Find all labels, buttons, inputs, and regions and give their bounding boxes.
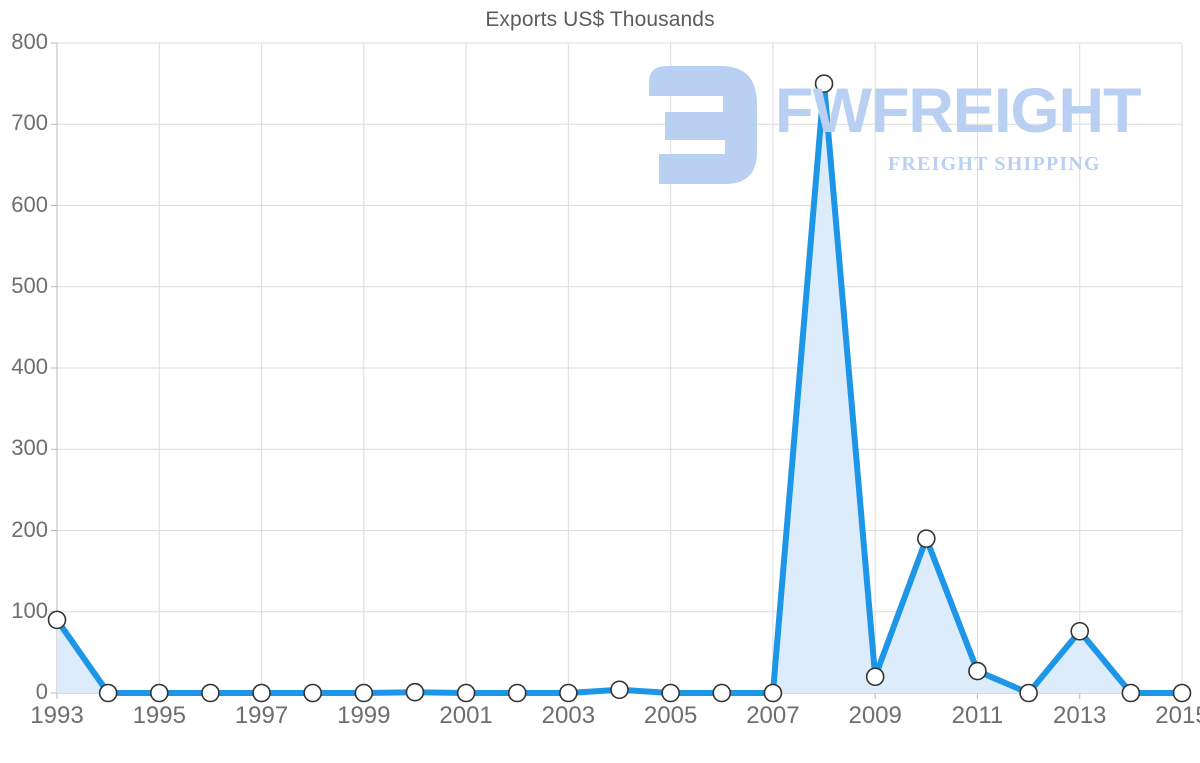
y-axis-tick-label: 0: [35, 679, 48, 704]
x-axis-tick-label: 1995: [132, 702, 186, 729]
x-axis-tick-label: 2003: [541, 702, 596, 729]
y-axis-tick-label: 700: [11, 110, 48, 136]
x-axis-tick-label: 2007: [746, 702, 800, 729]
y-axis-tick-label: 100: [11, 597, 48, 623]
x-axis-tick-label: 2015: [1155, 702, 1200, 729]
series-area-fill: [57, 83, 1182, 693]
y-axis-tick-label: 200: [11, 516, 48, 542]
y-axis-tick-label: 300: [11, 435, 48, 461]
x-axis-tick-label: 2009: [848, 702, 902, 729]
y-axis-tick-label: 600: [11, 191, 48, 217]
x-axis-tick-label: 1993: [30, 702, 84, 729]
y-axis-tick-label: 400: [11, 354, 48, 379]
x-axis-tick-label: 2013: [1053, 702, 1107, 729]
x-axis-tick-label: 1997: [234, 702, 289, 729]
chart-title: Exports US$ Thousands: [485, 8, 715, 31]
series-line: [54, 80, 1185, 696]
series-markers: [47, 74, 1192, 703]
x-axis-tick-label: 2005: [643, 702, 698, 729]
x-axis-tick-label: 2001: [439, 702, 493, 729]
grid-lines: [56, 42, 1183, 694]
x-axis-tick-label: 2011: [951, 702, 1004, 729]
y-axis-tick-label: 800: [11, 29, 48, 54]
tick-marks: [51, 42, 1183, 699]
y-axis-tick-label: 500: [11, 272, 48, 298]
x-axis-tick-label: 1999: [337, 702, 391, 729]
